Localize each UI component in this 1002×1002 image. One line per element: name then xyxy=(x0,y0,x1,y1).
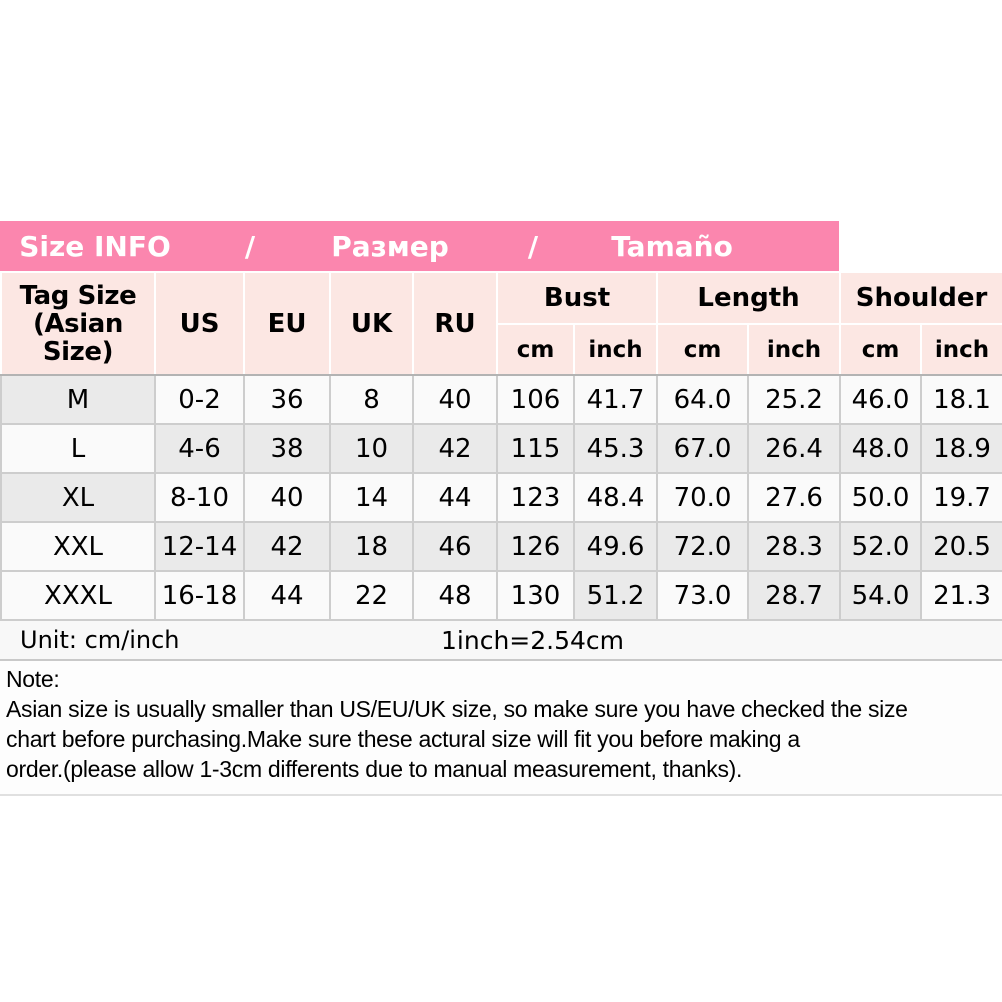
table-cell: 130 xyxy=(496,570,575,621)
table-cell: 52.0 xyxy=(839,521,923,572)
table-row: M 0-2 36 8 40 106 41.7 64.0 25.2 46.0 18.1 xyxy=(0,374,1002,425)
table-row: XXL 12-14 42 18 46 126 49.6 72.0 28.3 52.0 20.5 xyxy=(0,521,1002,572)
table-cell: 67.0 xyxy=(656,423,750,474)
unit-label: Unit: cm/inch xyxy=(20,626,180,654)
table-cell: 44 xyxy=(412,472,498,523)
note-line: chart before purchasing.Make sure these … xyxy=(6,726,800,752)
table-cell: 38 xyxy=(243,423,331,474)
table-row: XXXL 16-18 44 22 48 130 51.2 73.0 28.7 54.0 21.3 xyxy=(0,570,1002,621)
header-tag-size-line1: Tag Size xyxy=(19,280,137,311)
table-cell: 126 xyxy=(496,521,575,572)
banner-separator: / xyxy=(527,229,539,263)
header-unit-row: cm inch cm inch cm inch xyxy=(1,323,1002,376)
table-cell: 48.4 xyxy=(572,472,659,523)
table-cell: 21.3 xyxy=(920,570,1002,621)
table-cell: 20.5 xyxy=(920,521,1002,572)
table-cell: 41.7 xyxy=(572,374,659,425)
table-cell: 18.9 xyxy=(920,423,1002,474)
row-label: XXL xyxy=(0,521,156,572)
banner-size-info-label: Size INFO xyxy=(19,229,171,263)
header-shoulder: Shoulder xyxy=(839,271,1002,325)
banner-separator: / xyxy=(244,229,256,263)
header-bust-cm: cm xyxy=(496,323,575,376)
note-line: order.(please allow 1-3cm differents due… xyxy=(6,756,743,782)
header-tag-size: Tag Size (Asian Size) xyxy=(0,271,156,376)
header-eu: EU xyxy=(243,271,331,376)
size-table-body: M 0-2 36 8 40 106 41.7 64.0 25.2 46.0 18.1 L 4-6 38 10… xyxy=(0,374,1002,621)
row-label: L xyxy=(0,423,156,474)
table-cell: 25.2 xyxy=(747,374,842,425)
table-cell: 46.0 xyxy=(839,374,923,425)
header-length-inch: inch xyxy=(747,323,842,376)
table-cell: 45.3 xyxy=(572,423,659,474)
conversion-label: 1inch=2.54cm xyxy=(441,625,624,655)
table-row: XL 8-10 40 14 44 123 48.4 70.0 27.6 50.0 19.7 xyxy=(0,472,1002,523)
table-cell: 4-6 xyxy=(154,423,245,474)
row-label: XL xyxy=(0,472,156,523)
table-cell: 22 xyxy=(329,570,414,621)
header-tag-size-line2: (Asian Size) xyxy=(32,308,124,367)
header-shoulder-inch: inch xyxy=(920,323,1002,376)
table-cell: 16-18 xyxy=(154,570,245,621)
header-uk: UK xyxy=(329,271,414,376)
table-cell: 28.7 xyxy=(747,570,842,621)
table-cell: 51.2 xyxy=(572,570,659,621)
table-cell: 123 xyxy=(496,472,575,523)
table-cell: 44 xyxy=(243,570,331,621)
row-label: XXXL xyxy=(0,570,156,621)
row-label: M xyxy=(0,374,156,425)
header-group-row: Tag Size (Asian Size) US EU UK RU Bust L… xyxy=(0,271,1002,376)
table-cell: 40 xyxy=(412,374,498,425)
header-shoulder-cm: cm xyxy=(839,323,923,376)
note-line: Asian size is usually smaller than US/EU… xyxy=(6,696,908,722)
header-bust: Bust xyxy=(495,271,659,325)
table-cell: 8 xyxy=(329,374,414,425)
table-cell: 10 xyxy=(329,423,414,474)
note-block: Note: Asian size is usually smaller than… xyxy=(0,661,1002,796)
table-cell: 27.6 xyxy=(747,472,842,523)
table-cell: 26.4 xyxy=(747,423,842,474)
table-cell: 18.1 xyxy=(920,374,1002,425)
header-ru: RU xyxy=(412,271,498,376)
banner-tamano-label: Tamaño xyxy=(611,229,733,263)
table-cell: 48 xyxy=(412,570,498,621)
table-cell: 48.0 xyxy=(839,423,923,474)
table-cell: 106 xyxy=(496,374,575,425)
header-us: US xyxy=(154,271,245,376)
size-table: Tag Size (Asian Size) US EU UK RU Bust L… xyxy=(0,271,1002,621)
table-cell: 49.6 xyxy=(572,521,659,572)
table-cell: 18 xyxy=(329,521,414,572)
banner-razmer-label: Размер xyxy=(331,229,449,263)
table-cell: 42 xyxy=(412,423,498,474)
table-cell: 70.0 xyxy=(656,472,750,523)
table-cell: 46 xyxy=(412,521,498,572)
table-cell: 36 xyxy=(243,374,331,425)
header-length: Length xyxy=(656,271,842,325)
table-row: L 4-6 38 10 42 115 45.3 67.0 26.4 48.0 18.9 xyxy=(0,423,1002,474)
header-length-cm: cm xyxy=(656,323,750,376)
note-title: Note: xyxy=(6,666,60,692)
header-bust-inch: inch xyxy=(572,323,659,376)
table-cell: 50.0 xyxy=(839,472,923,523)
table-cell: 19.7 xyxy=(920,472,1002,523)
table-cell: 12-14 xyxy=(154,521,245,572)
table-cell: 28.3 xyxy=(747,521,842,572)
table-cell: 8-10 xyxy=(154,472,245,523)
table-cell: 115 xyxy=(496,423,575,474)
table-cell: 72.0 xyxy=(656,521,750,572)
table-cell: 54.0 xyxy=(839,570,923,621)
table-cell: 73.0 xyxy=(656,570,750,621)
title-banner: Size INFO / Размер / Tamaño xyxy=(0,221,839,271)
table-cell: 64.0 xyxy=(656,374,750,425)
table-cell: 42 xyxy=(243,521,331,572)
table-cell: 0-2 xyxy=(154,374,245,425)
table-cell: 40 xyxy=(243,472,331,523)
unit-row: Unit: cm/inch 1inch=2.54cm xyxy=(0,621,1002,661)
table-cell: 14 xyxy=(329,472,414,523)
